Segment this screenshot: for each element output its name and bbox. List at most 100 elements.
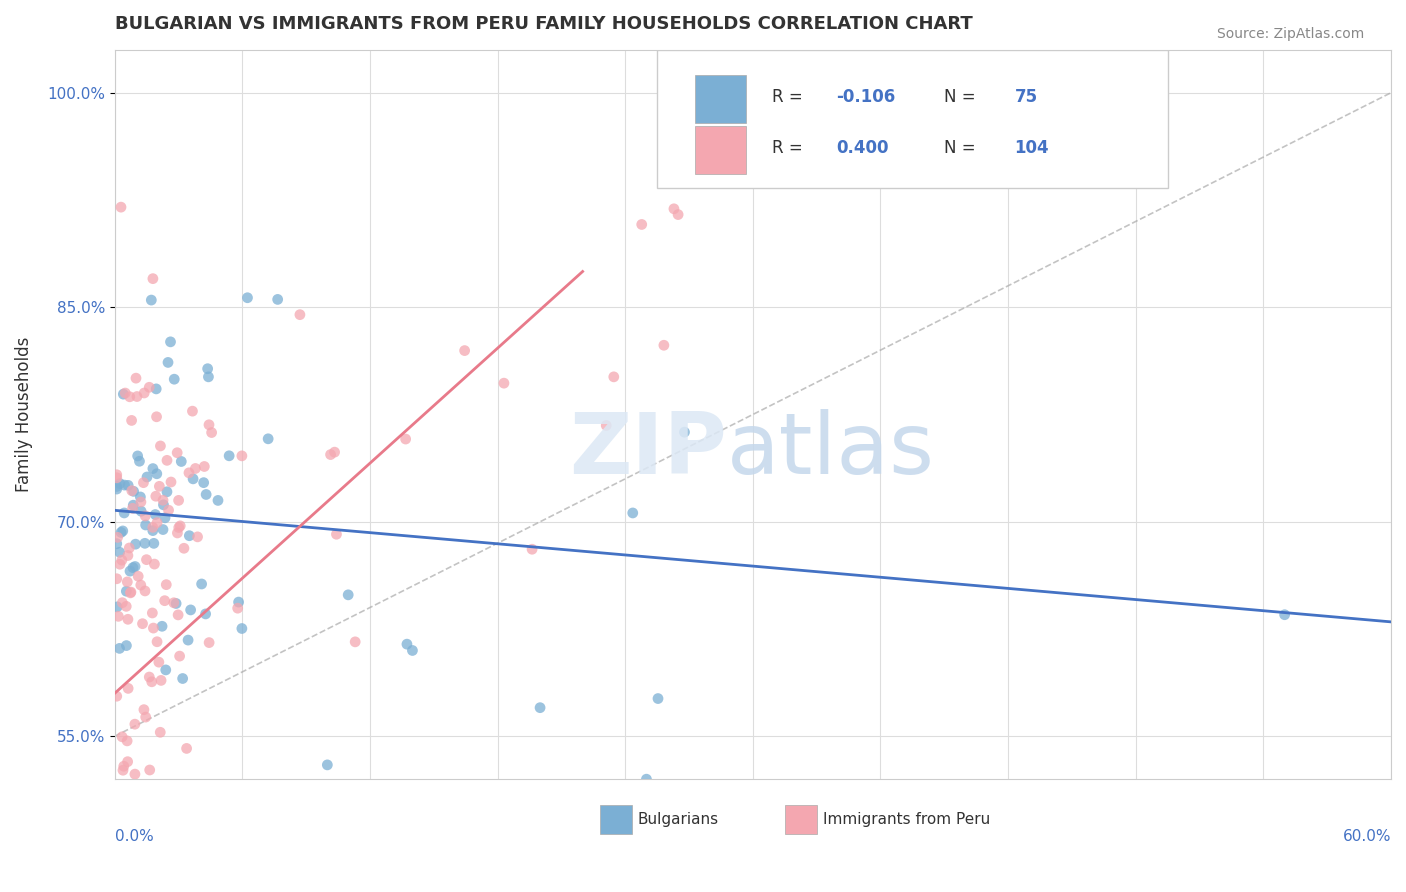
Point: [108, 476, 131, 491]
Point: [129, 495, 152, 509]
Point: [121, 501, 143, 516]
Point: [138, 763, 160, 777]
Y-axis label: Family Households: Family Households: [15, 337, 32, 492]
Point: [636, 772, 658, 787]
Point: [110, 200, 132, 214]
Point: [226, 601, 249, 615]
Point: [127, 569, 149, 583]
Point: [145, 409, 167, 424]
Point: [184, 461, 207, 475]
Point: [176, 741, 198, 756]
Point: [153, 812, 176, 826]
Point: [160, 475, 183, 489]
Point: [218, 449, 240, 463]
Bar: [696, 75, 747, 123]
Point: [142, 536, 165, 550]
Point: [125, 390, 148, 404]
Point: [529, 700, 551, 714]
Point: [163, 596, 186, 610]
Point: [163, 372, 186, 386]
Point: [172, 672, 194, 686]
Point: [193, 475, 215, 490]
Point: [115, 734, 138, 748]
Point: [156, 355, 179, 369]
Point: [173, 541, 195, 556]
Point: [134, 508, 156, 523]
Point: [621, 506, 644, 520]
Point: [145, 382, 167, 396]
Text: 0.0%: 0.0%: [115, 830, 153, 844]
Point: [266, 293, 288, 307]
Point: [395, 637, 418, 651]
Point: [169, 519, 191, 533]
Text: 75: 75: [1015, 88, 1038, 106]
Point: [155, 663, 177, 677]
Text: 104: 104: [1015, 139, 1049, 157]
Point: [143, 557, 166, 571]
Point: [152, 498, 174, 512]
Point: [117, 478, 139, 492]
Point: [117, 612, 139, 626]
Point: [187, 530, 209, 544]
Point: [181, 472, 204, 486]
Point: [105, 467, 128, 482]
Point: [111, 596, 134, 610]
Point: [127, 449, 149, 463]
Point: [319, 448, 342, 462]
Point: [105, 471, 128, 485]
Point: [132, 703, 155, 717]
Point: [122, 484, 145, 499]
Point: [118, 390, 141, 404]
Text: atlas: atlas: [727, 409, 935, 492]
Point: [201, 425, 224, 440]
Point: [666, 208, 689, 222]
Point: [117, 549, 139, 563]
Point: [231, 449, 253, 463]
Text: -0.106: -0.106: [835, 88, 896, 106]
Point: [134, 386, 156, 401]
Point: [190, 577, 212, 591]
Point: [595, 418, 617, 433]
Point: [198, 635, 221, 649]
Point: [112, 387, 135, 401]
Point: [492, 376, 515, 391]
Point: [647, 691, 669, 706]
Point: [169, 649, 191, 664]
Point: [156, 484, 179, 499]
Point: [231, 622, 253, 636]
Point: [288, 308, 311, 322]
Point: [105, 572, 128, 586]
Point: [167, 520, 190, 534]
Point: [152, 493, 174, 508]
Point: [105, 537, 128, 551]
Point: [630, 218, 652, 232]
Point: [146, 467, 169, 481]
Point: [236, 291, 259, 305]
Point: [124, 559, 146, 574]
Point: [105, 690, 128, 704]
Point: [150, 619, 173, 633]
Text: BULGARIAN VS IMMIGRANTS FROM PERU FAMILY HOUSEHOLDS CORRELATION CHART: BULGARIAN VS IMMIGRANTS FROM PERU FAMILY…: [115, 15, 973, 33]
Point: [107, 530, 129, 544]
Point: [129, 504, 152, 518]
Point: [117, 755, 139, 769]
Point: [122, 498, 145, 512]
Point: [195, 487, 218, 501]
Point: [118, 541, 141, 555]
Point: [136, 470, 159, 484]
Text: 0.400: 0.400: [835, 139, 889, 157]
Point: [135, 552, 157, 566]
Point: [165, 597, 187, 611]
Point: [153, 511, 176, 525]
Point: [150, 673, 173, 688]
Point: [124, 537, 146, 551]
Point: [142, 461, 165, 475]
Point: [228, 595, 250, 609]
Text: Source: ZipAtlas.com: Source: ZipAtlas.com: [1216, 27, 1364, 41]
Point: [652, 338, 675, 352]
Point: [142, 520, 165, 534]
Point: [252, 801, 274, 815]
Point: [141, 606, 163, 620]
Point: [105, 599, 128, 614]
Bar: [696, 127, 747, 174]
